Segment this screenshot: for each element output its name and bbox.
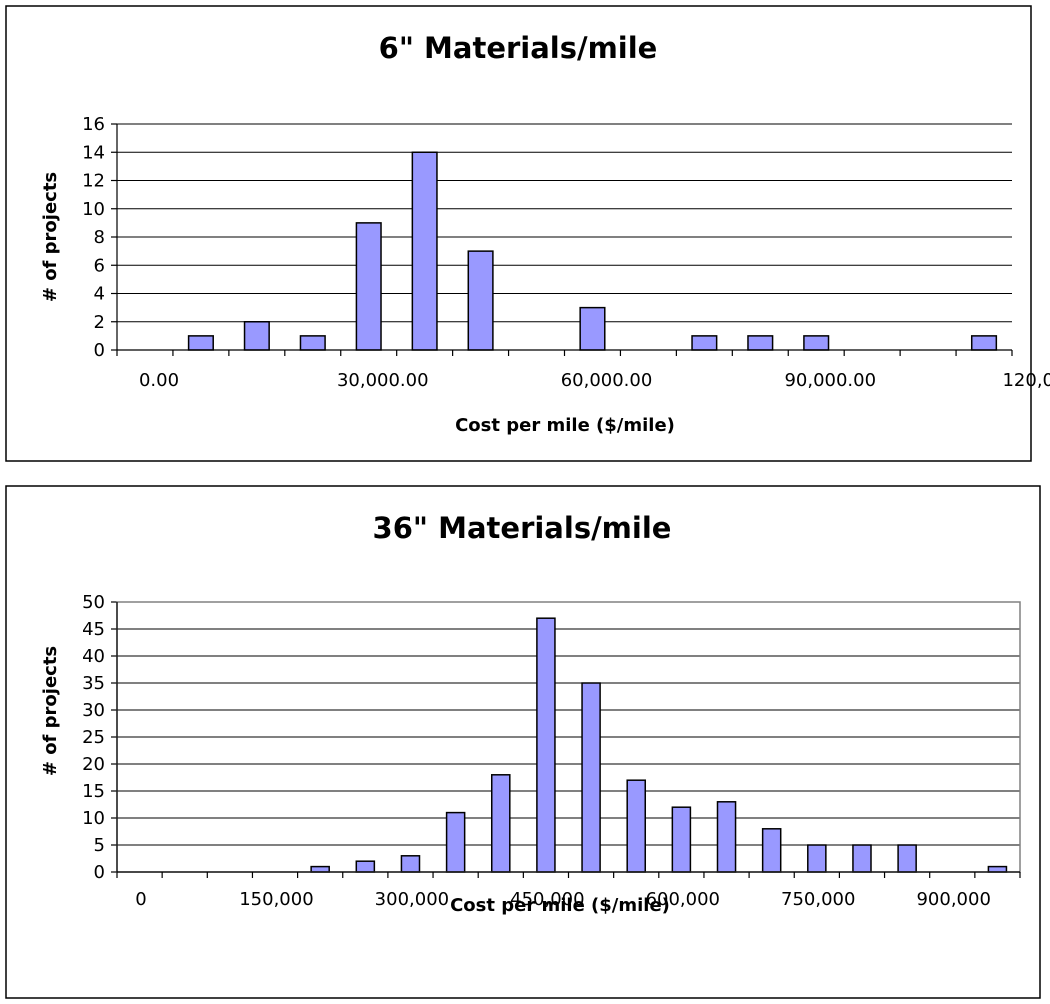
y-tick-label: 20 [82,754,105,775]
histogram-bar [445,811,466,873]
x-tick-label: 90,000.00 [784,370,876,391]
histogram-bar [355,222,382,351]
histogram-bar [761,828,782,873]
histogram-bar [579,306,606,351]
chart-6in-materials: 6" Materials/mile # of projects Cost per… [5,5,1050,462]
x-axis-title: Cost per mile ($/mile) [455,415,675,436]
histogram-bar [807,844,827,873]
y-tick-label: 0 [94,862,105,883]
bars [187,151,998,351]
x-tick-label: 900,000 [916,889,990,910]
histogram-bar [671,806,692,873]
x-tick-label: 300,000 [375,889,449,910]
y-tick-label: 10 [82,808,105,829]
x-tick-label: 450,000 [510,889,584,910]
histogram-bar [897,844,917,873]
histogram-bar [490,774,511,873]
gridlines [117,123,1012,323]
y-axis-title: # of projects [40,172,61,302]
y-tick-label: 8 [94,227,105,248]
histogram-bar [852,844,872,873]
histogram-bar [987,865,1008,873]
x-tick-label: 120,000.00 [1002,370,1050,391]
y-tick-label: 5 [94,835,105,856]
histogram-bar [299,335,326,351]
y-tick-label: 2 [94,312,105,333]
axes [111,601,1021,878]
histogram-bar [411,151,438,351]
histogram-bar [467,250,494,351]
x-tick-labels: 0.00 30,000.00 60,000.00 90,000.00 120,000.0… [139,370,1050,391]
x-tick-label: 600,000 [646,889,720,910]
y-tick-labels: 0 2 4 6 8 10 12 14 16 [82,114,105,361]
histogram-bar [187,335,214,351]
histogram-bar [691,335,718,351]
y-tick-label: 0 [94,340,105,361]
histogram-bar [747,335,774,351]
y-tick-label: 12 [82,171,105,192]
y-tick-labels: 0 5 10 15 20 25 30 35 40 45 50 [82,592,105,883]
x-tick-label: 60,000.00 [561,370,653,391]
y-tick-label: 15 [82,781,105,802]
y-tick-label: 6 [94,255,105,276]
x-tick-label: 30,000.00 [337,370,429,391]
histogram-bar [581,682,601,873]
x-tick-label: 0.00 [139,370,179,391]
y-axis-title: # of projects [40,646,61,776]
histogram-bar [716,801,737,873]
x-tick-label: 150,000 [239,889,313,910]
y-tick-label: 14 [82,142,105,163]
histogram-bar [243,321,270,351]
y-tick-label: 50 [82,592,105,613]
bars [310,617,1008,873]
y-tick-label: 16 [82,114,105,135]
chart-frame [5,485,1041,999]
y-tick-label: 45 [82,619,105,640]
chart-36in-materials: 36" Materials/mile # of projects Cost pe… [5,485,1041,999]
y-tick-label: 40 [82,646,105,667]
histogram-bar [400,855,421,873]
x-tick-labels: 0 150,000 300,000 450,000 600,000 750,000 900,… [135,889,991,910]
y-tick-label: 25 [82,727,105,748]
y-tick-label: 30 [82,700,105,721]
histogram-bar [310,865,330,873]
x-axis-title: Cost per mile ($/mile) [450,895,670,916]
histogram-bar [536,617,556,873]
y-tick-label: 35 [82,673,105,694]
histogram-bar [626,779,647,873]
histogram-bar [803,335,830,351]
x-tick-label: 0 [135,889,146,910]
histogram-bar [970,335,998,351]
y-tick-label: 10 [82,199,105,220]
histogram-bar [355,860,376,873]
chart-title: 6" Materials/mile [379,31,658,65]
y-tick-label: 4 [94,284,105,305]
x-tick-label: 750,000 [781,889,855,910]
chart-frame [5,5,1032,462]
axes [111,123,1013,356]
chart-title: 36" Materials/mile [373,511,672,545]
